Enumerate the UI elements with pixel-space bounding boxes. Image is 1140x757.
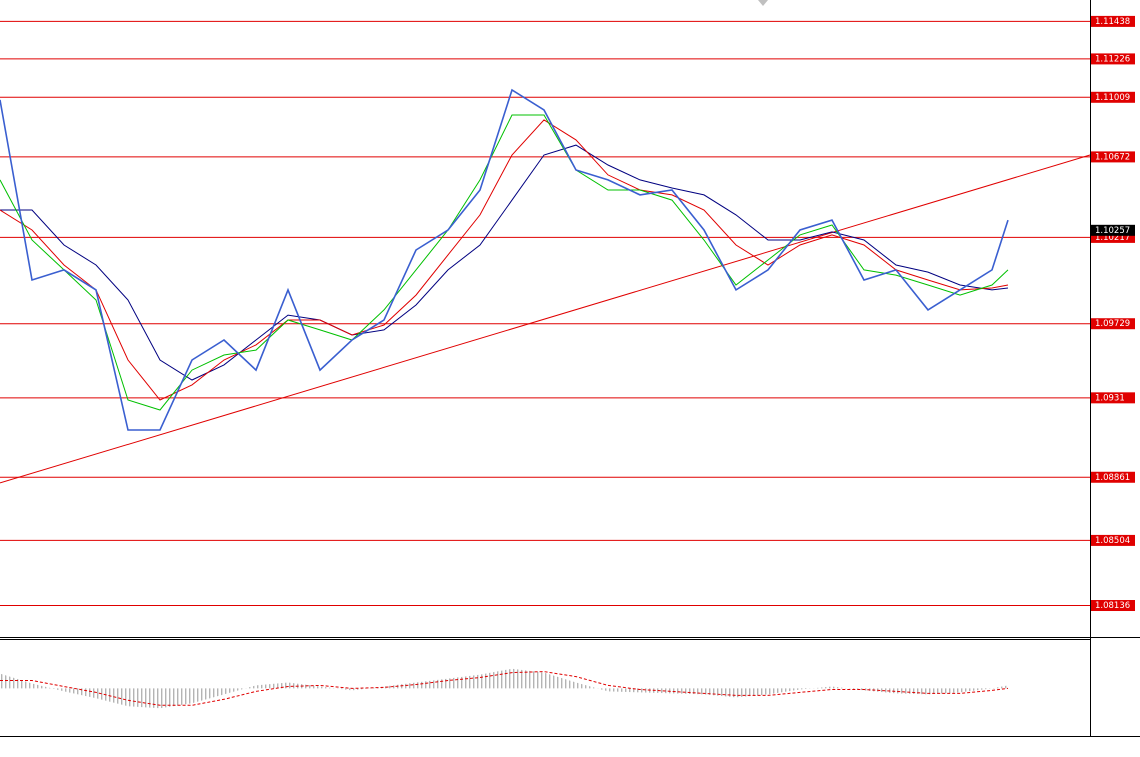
last-price-box [1091,224,1135,236]
level-label: 1.11438 [1095,17,1130,27]
last-price-label: 1.10257 [1095,226,1130,236]
marks [0,20,1091,709]
level-box [1091,600,1135,612]
level-box [1091,15,1135,27]
histogram [0,668,1008,709]
series-line [0,114,1009,411]
level-label: 1.08136 [1095,601,1130,611]
level-label: 1.11226 [1095,54,1130,64]
level-label: 1.08504 [1095,536,1130,546]
shift-marker [758,0,768,6]
level-box [1091,151,1135,163]
level-label: 1.11009 [1095,93,1130,103]
level-box [1091,91,1135,103]
level-label: 1.10672 [1095,152,1130,162]
level-label: 1.08861 [1095,473,1130,483]
trendline [0,154,1091,484]
series-line [0,144,1009,381]
series-line [0,88,1009,431]
level-box [1091,534,1135,546]
level-box [1091,53,1135,65]
series-line [0,671,1009,706]
level-label: 1.10217 [1095,233,1130,243]
level-label: 1.09729 [1095,319,1130,329]
level-box [1091,318,1135,330]
level-box [1091,471,1135,483]
series-line [0,119,1009,401]
level-box [1091,231,1135,243]
axes: 1.11438 1.11226 1.11009 1.10672 1.10217 1.097… [1091,15,1135,612]
level-label: 1.0931 [1095,393,1125,403]
level-box [1091,392,1135,404]
